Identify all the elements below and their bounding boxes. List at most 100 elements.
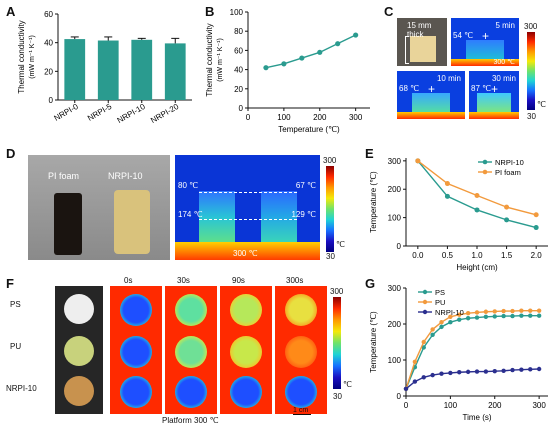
chart-a-yunit: (mW m⁻¹ K⁻¹) — [29, 35, 36, 79]
panel-f-platform-label: Platform 300 ℃ — [162, 416, 219, 425]
chart-b-point — [281, 61, 287, 67]
panel-c-photo: 15 mm thick — [397, 18, 447, 66]
chart-a-category-label: NRPI-5 — [86, 102, 114, 123]
chart-g-point — [403, 386, 409, 391]
chart-g-point — [465, 369, 471, 375]
panel-c-temp-30min: 87 ℃ — [471, 84, 492, 93]
panel-d-label-pi-foam: PI foam — [48, 171, 80, 181]
chart-g-point — [501, 313, 506, 319]
scale-bar — [293, 414, 311, 415]
chart-b-point — [299, 55, 305, 61]
chart-a-bar — [131, 39, 153, 100]
panel-f-scale-label: 1 cm — [293, 407, 309, 414]
chart-b-point — [335, 41, 341, 47]
chart-g-point — [474, 310, 480, 315]
chart-b-point — [353, 32, 359, 38]
chart-g-x-tick-label: 0 — [404, 401, 409, 410]
chart-a-category-label: NRPI-10 — [116, 102, 148, 125]
panel-d-label-nrpi-10: NRPI-10 — [108, 171, 143, 181]
panel-f-time-300s: 300s — [286, 276, 304, 285]
chart-g-point — [501, 368, 506, 373]
panel-letter-b: B — [205, 4, 215, 19]
chart-g-point — [421, 345, 426, 350]
chart-g-point — [457, 370, 462, 375]
panel-c-base-temp: 300 ℃ — [493, 59, 516, 66]
chart-a-category-label: NRPI-20 — [149, 102, 181, 125]
chart-g-legend-marker — [422, 289, 428, 295]
panel-d-temp-top-right: 67 ℃ — [295, 181, 316, 190]
chart-b-ylabel: Thermal conductivity — [205, 23, 214, 96]
panel-d-temp-top-left: 80 ℃ — [178, 181, 199, 190]
chart-g-x-tick-label: 300 — [532, 401, 546, 410]
chart-g-legend-label: NRPI-10 — [435, 308, 464, 317]
panel-d-thermal-image: 80 ℃ 67 ℃ 174 ℃ 129 ℃ 300 ℃ — [175, 155, 320, 260]
chart-g-y-tick-label: 200 — [388, 320, 402, 329]
chart-e-point — [444, 181, 450, 187]
panel-f-row-ps: PS — [10, 300, 21, 309]
chart-e-point — [504, 217, 510, 223]
chart-g-point — [492, 368, 497, 374]
panel-f-time-30s: 30s — [177, 276, 190, 285]
panel-c-cbar-unit: ℃ — [537, 100, 546, 109]
chart-b-x-tick-label: 200 — [313, 113, 327, 122]
chart-b-point — [263, 65, 269, 71]
chart-a-category-label: NRPI-0 — [53, 102, 81, 123]
chart-b-x-tick-label: 0 — [246, 113, 251, 122]
chart-e-x-tick-label: 1.0 — [471, 251, 483, 260]
chart-a-y-tick-label: 60 — [44, 10, 53, 19]
panel-f-time-90s: 90s — [232, 276, 245, 285]
chart-g-x-tick-label: 200 — [488, 401, 502, 410]
chart-g-point — [492, 314, 497, 319]
panel-d-cbar-max: 300 — [323, 156, 337, 165]
chart-e-ylabel: Temperature (℃) — [369, 171, 378, 233]
chart-b-x-tick-label: 100 — [277, 113, 291, 122]
chart-g-point — [492, 309, 497, 314]
chart-e-x-tick-label: 0.0 — [412, 251, 424, 260]
panel-c-tile-5min: 5 min 54 ℃ + 300 ℃ — [451, 18, 519, 66]
chart-g-legend-marker — [422, 299, 428, 305]
chart-g-point — [474, 369, 480, 374]
chart-g-y-tick-label: 100 — [388, 356, 402, 365]
chart-g-ylabel: Temperature (℃) — [369, 311, 378, 373]
chart-g-point — [536, 308, 542, 313]
panel-c-time-30min: 30 min — [491, 74, 516, 83]
chart-g-point — [439, 371, 444, 376]
panel-f-time-0s: 0s — [124, 276, 133, 285]
panel-d-photo: PI foam NRPI-10 — [28, 155, 170, 260]
chart-g-point — [536, 313, 542, 318]
chart-a-bar — [164, 43, 186, 100]
chart-e-legend-label: NRPI-10 — [495, 158, 524, 167]
chart-g-legend-marker — [422, 309, 428, 315]
panel-f-cbar-max: 300 — [330, 287, 344, 296]
chart-g-point — [465, 311, 471, 316]
chart-g-series-line — [405, 368, 540, 390]
chart-g-point — [510, 308, 515, 314]
panel-c-temp-5min: 54 ℃ — [453, 31, 474, 40]
chart-e-point — [504, 204, 510, 210]
chart-a-y-tick-label: 40 — [44, 39, 53, 48]
panel-d-temp-mid-right: 129 ℃ — [291, 210, 316, 219]
chart-g-point — [421, 339, 426, 345]
chart-b-point — [317, 49, 323, 55]
chart-a-thermal-conductivity-bar: 0 20 40 60 NRPI-0 NRPI-5 NRPI-10 NRPI-20 Thermal… — [17, 10, 192, 125]
chart-b-xlabel: Temperature (℃) — [278, 125, 340, 134]
chart-g-point — [439, 324, 444, 330]
panel-c-cbar-max: 300 — [524, 22, 538, 31]
chart-g-point — [448, 314, 453, 319]
crosshair-icon: + — [491, 82, 499, 96]
chart-g-point — [536, 366, 542, 372]
chart-a-bar — [97, 40, 119, 100]
chart-e-x-tick-label: 0.5 — [442, 251, 454, 260]
panel-f-cbar-min: 30 — [333, 392, 342, 401]
chart-b-yunit: (mW m⁻¹ K⁻¹) — [217, 38, 224, 82]
chart-g-point — [528, 367, 533, 372]
chart-g-point — [457, 312, 462, 317]
chart-g-point — [457, 317, 462, 322]
chart-b-series-line — [265, 34, 356, 69]
chart-g-point — [439, 320, 444, 325]
chart-e-legend-label: PI foam — [495, 168, 521, 177]
panel-d-cbar-min: 30 — [326, 252, 335, 261]
panel-c-tile-30min: 30 min 87 ℃ + — [469, 71, 519, 119]
